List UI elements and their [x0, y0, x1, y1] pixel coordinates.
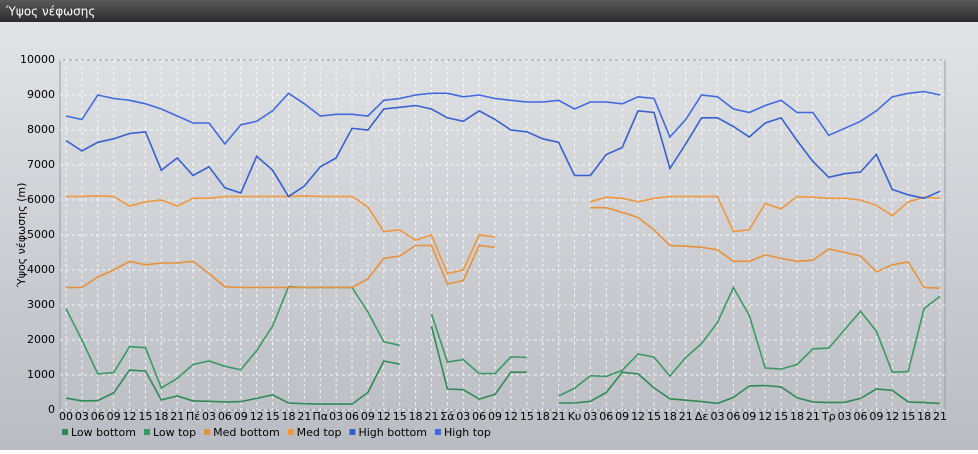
x-tick-label: 03 — [329, 410, 343, 423]
y-tick-label: 4000 — [27, 263, 55, 276]
legend-marker — [62, 429, 68, 435]
x-tick-label: 06 — [472, 410, 486, 423]
x-tick-label: 15 — [138, 410, 152, 423]
x-tick-label: 09 — [234, 410, 248, 423]
x-tick-label: 06 — [345, 410, 359, 423]
series-line — [66, 206, 941, 289]
x-tick-label: 21 — [933, 410, 947, 423]
x-tick-label: 21 — [297, 410, 311, 423]
y-tick-label: 7000 — [27, 158, 55, 171]
y-axis-label: Ύψος νέφωσης (m) — [15, 183, 28, 289]
legend-marker — [287, 429, 294, 435]
x-tick-label: 06 — [854, 410, 868, 423]
x-tick-label: 15 — [774, 410, 788, 423]
x-tick-label: 09 — [361, 410, 375, 423]
x-tick-label: 18 — [663, 410, 677, 423]
x-tick-label: 00 — [59, 410, 73, 423]
x-tick-label: 12 — [123, 410, 137, 423]
legend-marker — [435, 429, 441, 435]
y-tick-label: 9000 — [27, 88, 55, 101]
x-tick-label: 21 — [679, 410, 693, 423]
x-tick-label: 03 — [456, 410, 470, 423]
x-tick-label: 03 — [202, 410, 216, 423]
x-tick-label: 21 — [806, 410, 820, 423]
series-line — [66, 194, 941, 275]
legend-label: Low bottom — [71, 426, 136, 439]
x-tick-label: 15 — [266, 410, 280, 423]
x-tick-label: 12 — [504, 410, 518, 423]
y-tick-label: 2000 — [27, 333, 55, 346]
x-tick-label: 18 — [536, 410, 550, 423]
series-line — [65, 90, 941, 146]
x-tick-label: 21 — [424, 410, 438, 423]
x-tick-label: 09 — [742, 410, 756, 423]
legend-marker — [143, 429, 150, 435]
x-tick-label: 09 — [488, 410, 502, 423]
x-tick-label: 18 — [790, 410, 804, 423]
y-tick-label: 6000 — [27, 193, 55, 206]
x-tick-label: 03 — [583, 410, 597, 423]
y-tick-label: 10000 — [20, 53, 55, 66]
x-tick-label: 18 — [154, 410, 168, 423]
legend-marker — [204, 429, 211, 435]
x-tick-label: 09 — [869, 410, 883, 423]
x-tick-label: 03 — [711, 410, 725, 423]
legend-label: Med bottom — [213, 426, 280, 439]
y-tick-label: 8000 — [27, 123, 55, 136]
x-tick-label: 09 — [107, 410, 121, 423]
x-tick-label: 12 — [377, 410, 391, 423]
series-line — [65, 104, 941, 200]
x-tick-label: 21 — [170, 410, 184, 423]
x-tick-label: Κυ — [568, 410, 582, 423]
series-line — [65, 325, 941, 405]
y-tick-label: 1000 — [27, 368, 55, 381]
legend-marker — [349, 429, 356, 435]
window-title: Ύψος νέφωσης — [5, 5, 95, 19]
x-tick-label: Τρ — [821, 410, 836, 423]
x-tick-label: Σά — [440, 410, 454, 423]
x-tick-label: 12 — [250, 410, 264, 423]
x-tick-label: 03 — [75, 410, 89, 423]
y-tick-label: 0 — [48, 403, 55, 416]
x-tick-label: 09 — [615, 410, 629, 423]
x-tick-label: Πα — [312, 410, 328, 423]
x-tick-label: 12 — [758, 410, 772, 423]
legend-label: Low top — [153, 426, 196, 439]
y-tick-label: 3000 — [27, 298, 55, 311]
x-tick-label: 12 — [885, 410, 899, 423]
x-tick-label: 12 — [631, 410, 645, 423]
title-bar — [0, 0, 978, 22]
x-tick-label: Πέ — [186, 410, 200, 423]
y-tick-label: 5000 — [27, 228, 55, 241]
x-tick-label: 18 — [281, 410, 295, 423]
x-tick-label: 06 — [218, 410, 232, 423]
x-tick-label: 15 — [393, 410, 407, 423]
legend-label: Med top — [297, 426, 342, 439]
x-tick-label: 15 — [647, 410, 661, 423]
legend-label: High top — [444, 426, 491, 439]
x-tick-label: 15 — [901, 410, 915, 423]
x-tick-label: 03 — [838, 410, 852, 423]
x-tick-label: 18 — [409, 410, 423, 423]
x-tick-label: 18 — [917, 410, 931, 423]
x-tick-label: 06 — [91, 410, 105, 423]
x-tick-label: 06 — [599, 410, 613, 423]
legend-label: High bottom — [358, 426, 427, 439]
x-tick-label: Δε — [695, 410, 709, 423]
x-tick-label: 06 — [726, 410, 740, 423]
x-tick-label: 15 — [520, 410, 534, 423]
x-tick-label: 21 — [552, 410, 566, 423]
